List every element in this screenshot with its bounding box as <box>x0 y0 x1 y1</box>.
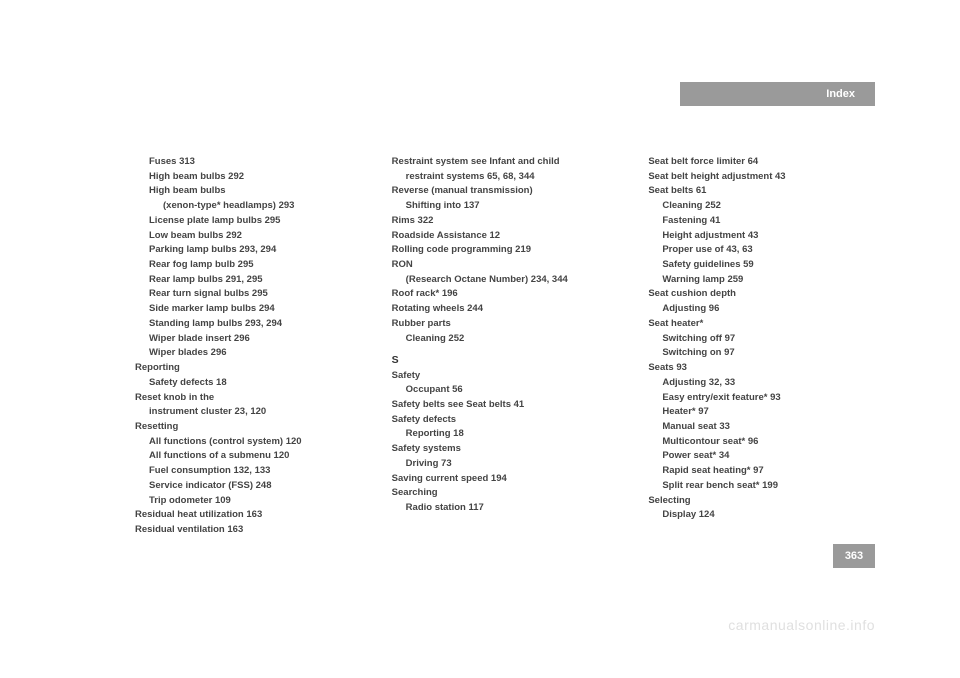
page-number: 363 <box>845 550 863 562</box>
index-entry: Reporting 18 <box>392 427 619 442</box>
index-entry: Shifting into 137 <box>392 199 619 214</box>
index-entry: instrument cluster 23, 120 <box>135 405 362 420</box>
index-entry: Occupant 56 <box>392 383 619 398</box>
index-entry: (xenon-type* headlamps) 293 <box>135 199 362 214</box>
watermark: carmanualsonline.info <box>728 617 875 633</box>
index-entry: Fuses 313 <box>135 155 362 170</box>
index-entry: Rubber parts <box>392 317 619 332</box>
index-entry: Saving current speed 194 <box>392 472 619 487</box>
index-entry: Switching off 97 <box>648 332 875 347</box>
index-entry: Fastening 41 <box>648 214 875 229</box>
column-3: Seat belt force limiter 64Seat belt heig… <box>648 155 875 538</box>
index-entry: Split rear bench seat* 199 <box>648 479 875 494</box>
index-entry: Roadside Assistance 12 <box>392 229 619 244</box>
index-entry: Low beam bulbs 292 <box>135 229 362 244</box>
index-entry: Rear lamp bulbs 291, 295 <box>135 273 362 288</box>
index-entry: All functions of a submenu 120 <box>135 449 362 464</box>
index-entry: Searching <box>392 486 619 501</box>
index-entry: Driving 73 <box>392 457 619 472</box>
index-entry: RON <box>392 258 619 273</box>
index-entry: Adjusting 32, 33 <box>648 376 875 391</box>
index-entry: Reverse (manual transmission) <box>392 184 619 199</box>
index-entry: Wiper blades 296 <box>135 346 362 361</box>
index-entry: Safety <box>392 369 619 384</box>
index-entry: Rear turn signal bulbs 295 <box>135 287 362 302</box>
index-entry: High beam bulbs <box>135 184 362 199</box>
index-entry: Resetting <box>135 420 362 435</box>
index-entry: Selecting <box>648 494 875 509</box>
index-entry: Restraint system see Infant and child <box>392 155 619 170</box>
index-entry: Residual heat utilization 163 <box>135 508 362 523</box>
index-entry: S <box>392 352 619 368</box>
index-entry: Display 124 <box>648 508 875 523</box>
index-entry: Rapid seat heating* 97 <box>648 464 875 479</box>
index-entry: Reporting <box>135 361 362 376</box>
index-entry: Safety defects 18 <box>135 376 362 391</box>
index-entry: Multicontour seat* 96 <box>648 435 875 450</box>
index-entry: Rims 322 <box>392 214 619 229</box>
index-entry: restraint systems 65, 68, 344 <box>392 170 619 185</box>
index-entry: High beam bulbs 292 <box>135 170 362 185</box>
column-1: Fuses 313High beam bulbs 292High beam bu… <box>135 155 362 538</box>
index-entry: Standing lamp bulbs 293, 294 <box>135 317 362 332</box>
index-entry: Seat heater* <box>648 317 875 332</box>
index-entry: Proper use of 43, 63 <box>648 243 875 258</box>
index-entry: Safety defects <box>392 413 619 428</box>
index-entry: Service indicator (FSS) 248 <box>135 479 362 494</box>
index-entry: (Research Octane Number) 234, 344 <box>392 273 619 288</box>
index-entry: Cleaning 252 <box>648 199 875 214</box>
index-entry: Safety belts see Seat belts 41 <box>392 398 619 413</box>
header-bar: Index <box>680 82 875 106</box>
index-entry: All functions (control system) 120 <box>135 435 362 450</box>
index-entry: Heater* 97 <box>648 405 875 420</box>
index-entry: Seat belt force limiter 64 <box>648 155 875 170</box>
index-entry: Radio station 117 <box>392 501 619 516</box>
index-entry: Fuel consumption 132, 133 <box>135 464 362 479</box>
index-entry: Trip odometer 109 <box>135 494 362 509</box>
index-entry: Safety systems <box>392 442 619 457</box>
index-entry: Adjusting 96 <box>648 302 875 317</box>
header-title: Index <box>826 88 855 100</box>
index-entry: Switching on 97 <box>648 346 875 361</box>
index-entry: Parking lamp bulbs 293, 294 <box>135 243 362 258</box>
index-entry: Warning lamp 259 <box>648 273 875 288</box>
index-entry: Roof rack* 196 <box>392 287 619 302</box>
index-entry: Side marker lamp bulbs 294 <box>135 302 362 317</box>
index-entry: Safety guidelines 59 <box>648 258 875 273</box>
index-entry: Seat belts 61 <box>648 184 875 199</box>
index-entry: Residual ventilation 163 <box>135 523 362 538</box>
page-number-badge: 363 <box>833 544 875 568</box>
index-entry: Seat belt height adjustment 43 <box>648 170 875 185</box>
index-entry: Seats 93 <box>648 361 875 376</box>
index-content: Fuses 313High beam bulbs 292High beam bu… <box>135 155 875 538</box>
index-entry: Rear fog lamp bulb 295 <box>135 258 362 273</box>
index-entry: Rotating wheels 244 <box>392 302 619 317</box>
index-entry: Reset knob in the <box>135 391 362 406</box>
index-entry: Manual seat 33 <box>648 420 875 435</box>
index-entry: Seat cushion depth <box>648 287 875 302</box>
index-entry: Cleaning 252 <box>392 332 619 347</box>
index-entry: Height adjustment 43 <box>648 229 875 244</box>
index-entry: License plate lamp bulbs 295 <box>135 214 362 229</box>
index-entry: Easy entry/exit feature* 93 <box>648 391 875 406</box>
index-entry: Power seat* 34 <box>648 449 875 464</box>
index-entry: Wiper blade insert 296 <box>135 332 362 347</box>
column-2: Restraint system see Infant and child re… <box>392 155 619 538</box>
index-entry: Rolling code programming 219 <box>392 243 619 258</box>
